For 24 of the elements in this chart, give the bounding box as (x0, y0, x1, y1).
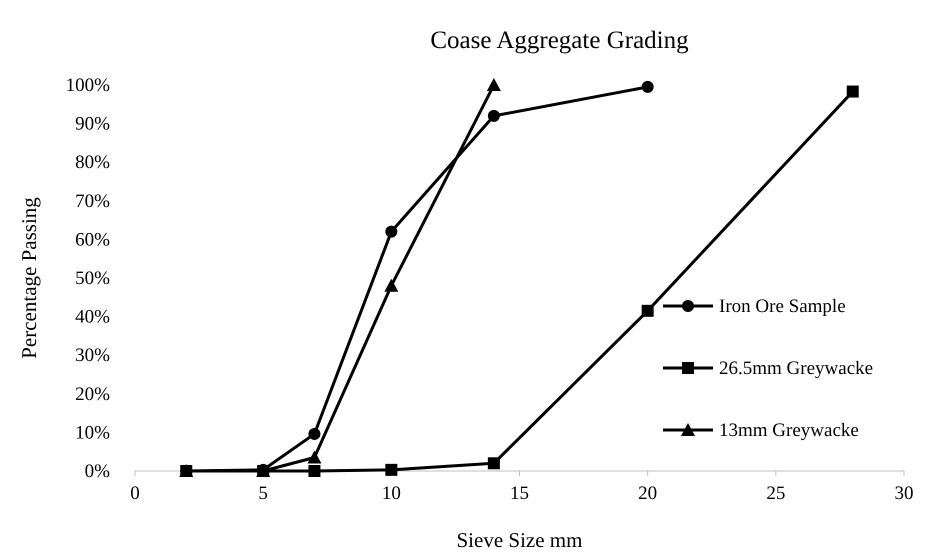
y-tick-label: 30% (75, 345, 110, 366)
y-tick-label: 70% (75, 190, 110, 212)
chart-title: Coase Aggregate Grading (430, 27, 690, 54)
y-tick-label: 0% (84, 461, 110, 482)
y-tick-label: 50% (75, 268, 110, 289)
legend-label: Iron Ore Sample (719, 296, 846, 317)
y-tick-label: 60% (75, 229, 110, 250)
y-tick-label: 40% (75, 306, 110, 328)
x-axis-title: Sieve Size mm (456, 528, 582, 552)
x-tick-label: 30 (894, 483, 914, 504)
y-tick-label: 90% (75, 114, 110, 135)
legend-label: 26.5mm Greywacke (719, 358, 874, 379)
y-tick-label: 80% (75, 152, 110, 174)
x-tick-label: 0 (130, 483, 140, 504)
y-axis-title: Percentage Passing (17, 196, 41, 359)
x-tick-label: 20 (638, 483, 658, 504)
x-tick-label: 5 (258, 483, 268, 504)
x-tick-label: 10 (382, 483, 401, 504)
y-tick-label: 20% (75, 384, 110, 405)
x-tick-label: 15 (510, 483, 529, 504)
x-tick-label: 25 (766, 483, 786, 504)
y-tick-label: 10% (75, 422, 110, 444)
y-tick-label: 100% (66, 75, 110, 96)
legend-label: 13mm Greywacke (719, 420, 859, 441)
